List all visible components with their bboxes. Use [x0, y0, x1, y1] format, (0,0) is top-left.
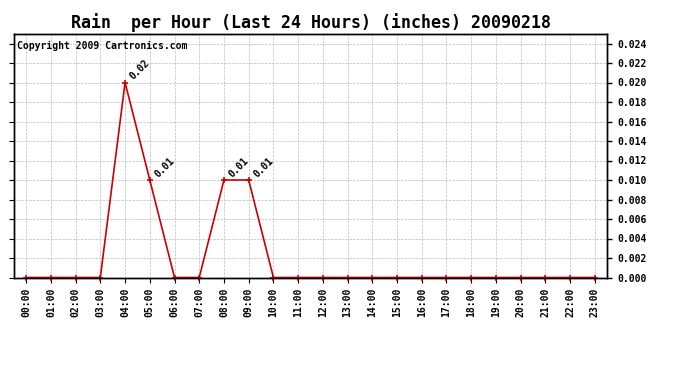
Text: 0.01: 0.01 [227, 156, 250, 179]
Text: Copyright 2009 Cartronics.com: Copyright 2009 Cartronics.com [17, 41, 187, 51]
Title: Rain  per Hour (Last 24 Hours) (inches) 20090218: Rain per Hour (Last 24 Hours) (inches) 2… [70, 13, 551, 32]
Text: 0.01: 0.01 [152, 156, 176, 179]
Text: 0.01: 0.01 [251, 156, 275, 179]
Text: 0.02: 0.02 [128, 58, 152, 82]
